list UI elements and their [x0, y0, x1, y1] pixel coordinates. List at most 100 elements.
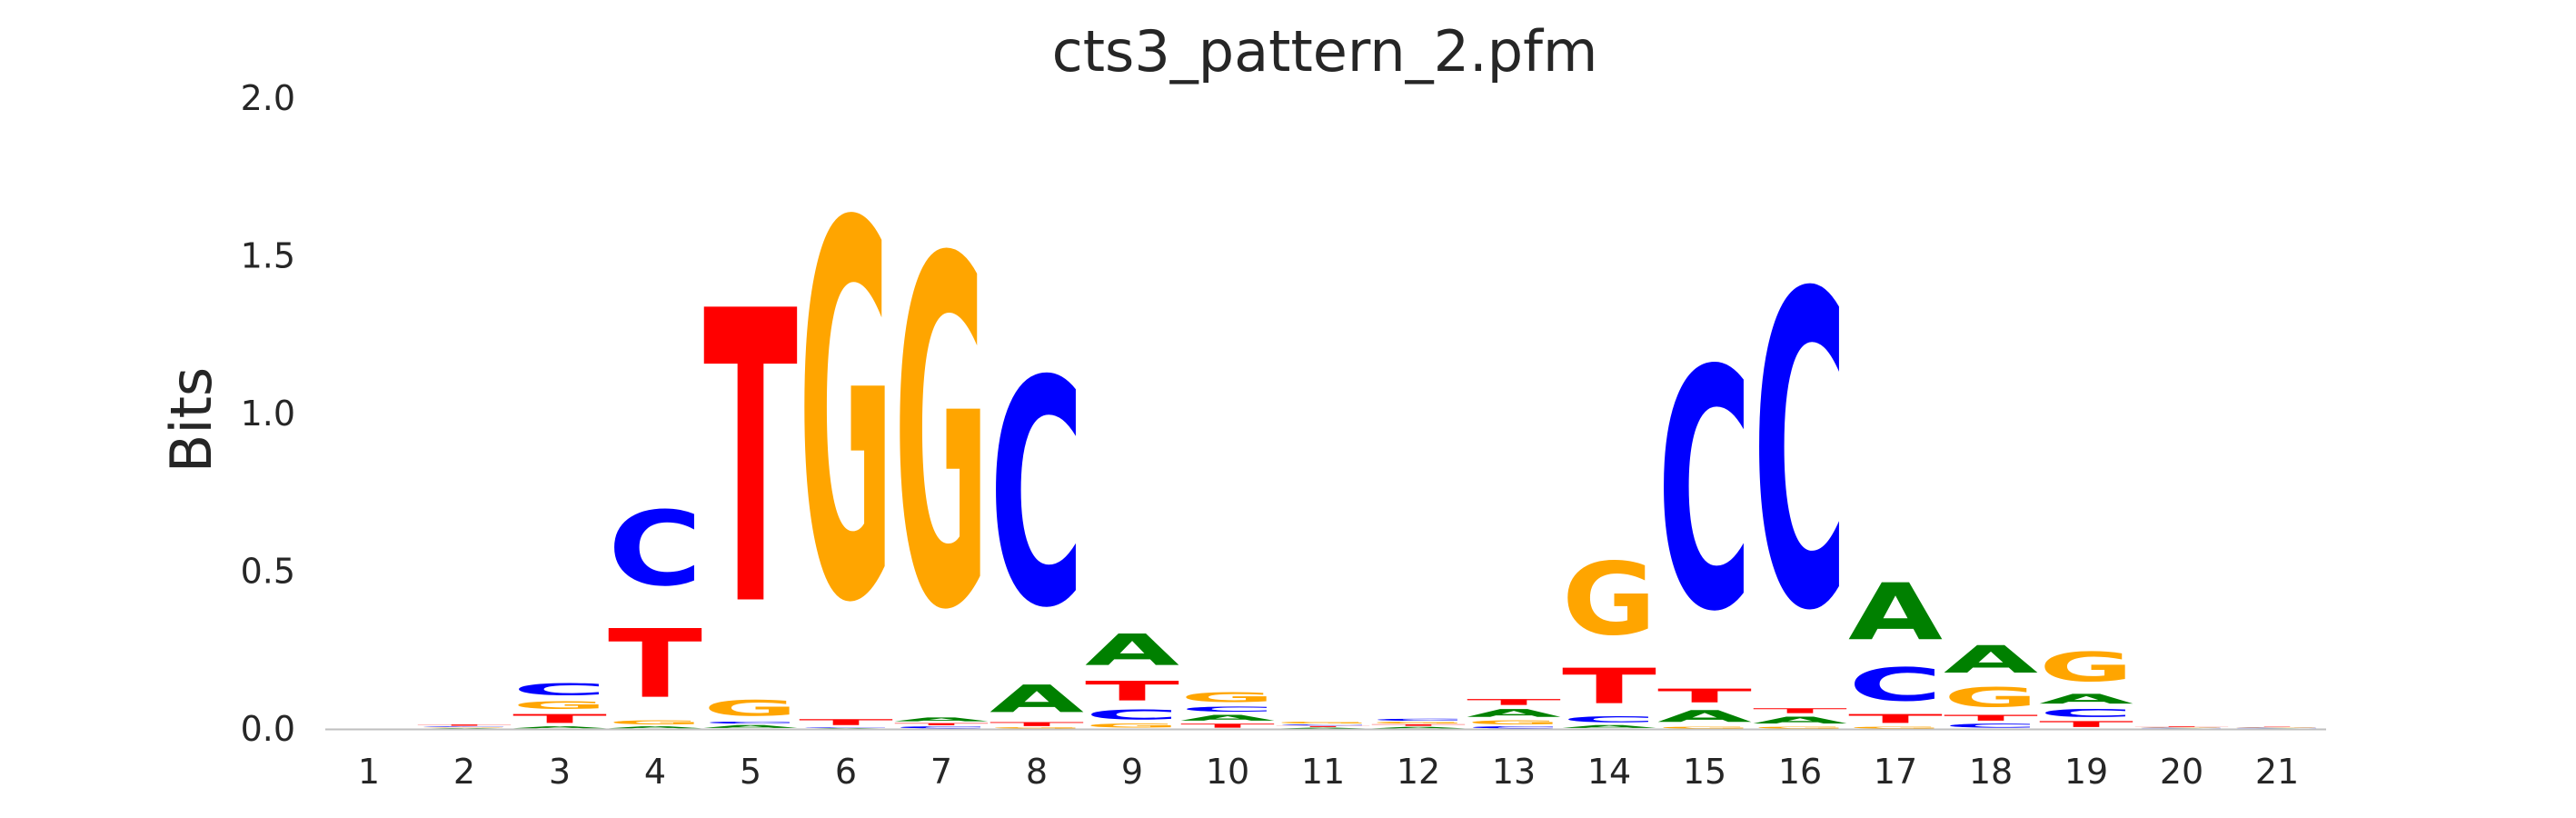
logo-letter: A [1180, 713, 1275, 723]
logo-letter: C [1180, 705, 1275, 713]
logo-letter: G [1371, 722, 1466, 724]
logo-letter: T [417, 724, 512, 726]
logo-letter: G [2039, 644, 2133, 692]
logo-letter: G [990, 727, 1084, 729]
logo-letter: G [417, 727, 512, 728]
logo-letter: T [1944, 713, 2038, 723]
x-tick-label: 20 [2160, 752, 2203, 792]
logo-letter: G [2134, 727, 2229, 728]
x-tick-label: 2 [453, 752, 475, 792]
logo-letter: T [1276, 726, 1370, 728]
logo-letter: C [799, 727, 893, 728]
logo-letter: A [703, 724, 799, 729]
logo-stacks: AGCTATGCAGTCACGTACTGCTAGGTACGCTATACGATCG… [417, 116, 2325, 729]
logo-letter: G [799, 116, 893, 716]
chart-title: cts3_pattern_2.pfm [1052, 18, 1598, 85]
x-tick-label: 19 [2064, 752, 2108, 792]
y-tick-label: 0.5 [241, 552, 295, 592]
x-tick-label: 16 [1778, 752, 1822, 792]
logo-letter: C [1753, 203, 1847, 705]
logo-letter: C [1944, 723, 2038, 729]
x-tick-label: 11 [1301, 752, 1345, 792]
logo-letter: C [1085, 707, 1179, 723]
logo-letter: A [1657, 707, 1752, 726]
logo-letter: G [894, 161, 989, 715]
logo-letter: T [1657, 684, 1752, 706]
logo-letter: G [1180, 690, 1275, 705]
x-tick-label: 6 [835, 752, 857, 792]
y-tick-label: 2.0 [241, 78, 295, 118]
y-axis-ticks: 0.0 0.5 1.0 1.5 2.0 [241, 78, 295, 749]
logo-letter: T [1753, 707, 1848, 715]
logo-letter: G [1467, 720, 1561, 726]
logo-letter: G [608, 720, 702, 726]
x-tick-label: 15 [1683, 752, 1726, 792]
logo-letter: C [2134, 728, 2229, 729]
logo-letter: C [990, 315, 1084, 676]
logo-letter: A [990, 677, 1084, 721]
logo-letter: A [1467, 707, 1561, 720]
x-tick-label: 10 [1206, 752, 1249, 792]
y-tick-label: 1.5 [241, 236, 295, 276]
logo-letter: C [1371, 718, 1466, 721]
logo-letter: T [2230, 726, 2324, 727]
logo-letter: C [1848, 658, 1943, 712]
logo-letter: G [703, 696, 798, 722]
logo-letter: A [2039, 691, 2133, 706]
logo-letter: G [1944, 682, 2038, 713]
x-tick-label: 14 [1587, 752, 1631, 792]
logo-letter: A [894, 716, 990, 723]
logo-letter: T [990, 721, 1084, 727]
x-tick-label: 4 [644, 752, 666, 792]
logo-letter: G [1276, 721, 1370, 723]
logo-letter: A [608, 726, 703, 729]
y-tick-label: 1.0 [241, 394, 295, 434]
x-tick-label: 9 [1121, 752, 1143, 792]
logo-letter: A [799, 728, 894, 729]
logo-letter: T [1180, 723, 1275, 729]
logo-letter: T [2039, 720, 2133, 729]
logo-letter: T [1371, 723, 1466, 726]
logo-letter: T [608, 609, 702, 719]
y-tick-label: 0.0 [241, 709, 295, 749]
x-axis-ticks: 1 2 3 4 5 6 7 8 9 10 11 12 13 14 15 16 17 18 19 20 21 [358, 752, 2299, 792]
logo-letter: C [1657, 301, 1752, 683]
x-tick-label: 7 [930, 752, 952, 792]
logo-letter: C [417, 726, 512, 727]
logo-letter: G [1085, 723, 1179, 729]
x-tick-label: 21 [2255, 752, 2299, 792]
logo-letter: G [1753, 726, 1847, 729]
logo-letter: T [512, 712, 607, 726]
logo-letter: A [1944, 638, 2038, 682]
logo-letter: G [2230, 727, 2324, 728]
logo-letter: G [1848, 726, 1943, 729]
y-axis-label: Bits [158, 367, 224, 473]
x-tick-label: 1 [358, 752, 380, 792]
x-tick-label: 13 [1492, 752, 1536, 792]
logo-letter: T [1848, 712, 1943, 726]
logo-letter: T [1085, 675, 1179, 707]
logo-letter: C [894, 726, 989, 729]
logo-letter: G [1562, 542, 1656, 658]
logo-letter: A [512, 726, 608, 729]
logo-letter: A [417, 728, 512, 729]
logo-letter: T [894, 723, 989, 725]
logo-letter: C [703, 721, 798, 723]
logo-letter: T [2134, 726, 2229, 727]
